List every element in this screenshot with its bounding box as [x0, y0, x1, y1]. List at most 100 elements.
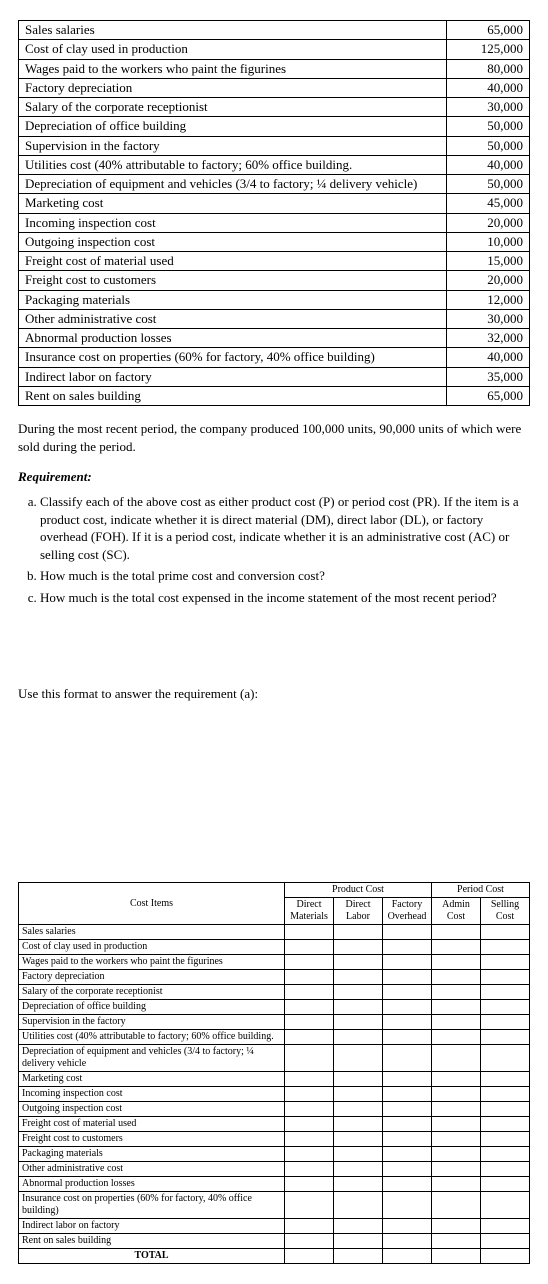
class-row-cell — [334, 1045, 383, 1072]
class-subhead-dl: Direct Labor — [334, 898, 383, 925]
class-row-cell — [383, 1132, 432, 1147]
cost-items-table: Sales salaries65,000Cost of clay used in… — [18, 20, 530, 406]
class-row-cell — [383, 970, 432, 985]
class-header-cost-items: Cost Items — [19, 883, 285, 925]
class-row-cell — [334, 1102, 383, 1117]
class-row: Sales salaries — [19, 925, 530, 940]
class-row-cell — [481, 1045, 530, 1072]
class-row-cell — [432, 940, 481, 955]
cost-row-label: Salary of the corporate receptionist — [19, 98, 447, 117]
class-row-label: Salary of the corporate receptionist — [19, 985, 285, 1000]
class-row: Depreciation of equipment and vehicles (… — [19, 1045, 530, 1072]
cost-row-amount: 65,000 — [447, 21, 530, 40]
cost-row-amount: 35,000 — [447, 367, 530, 386]
class-subhead-foh: Factory Overhead — [383, 898, 432, 925]
class-row-cell — [432, 1117, 481, 1132]
class-row-label: Indirect labor on factory — [19, 1219, 285, 1234]
class-row-cell — [334, 1117, 383, 1132]
class-header-period-cost: Period Cost — [432, 883, 530, 898]
class-row-cell — [334, 1147, 383, 1162]
class-row-label: Depreciation of office building — [19, 1000, 285, 1015]
format-note: Use this format to answer the requiremen… — [18, 686, 530, 702]
class-row-cell — [481, 1030, 530, 1045]
cost-row-amount: 20,000 — [447, 213, 530, 232]
cost-row-label: Depreciation of equipment and vehicles (… — [19, 175, 447, 194]
class-row-cell — [432, 925, 481, 940]
cost-row: Indirect labor on factory35,000 — [19, 367, 530, 386]
cost-row: Wages paid to the workers who paint the … — [19, 59, 530, 78]
class-row-cell — [481, 1102, 530, 1117]
class-row-cell — [285, 985, 334, 1000]
class-row: Factory depreciation — [19, 970, 530, 985]
cost-row-amount: 50,000 — [447, 175, 530, 194]
class-row-cell — [432, 1072, 481, 1087]
class-row-cell — [432, 1132, 481, 1147]
class-row-cell — [285, 1000, 334, 1015]
cost-row: Packaging materials12,000 — [19, 290, 530, 309]
requirement-item-b: How much is the total prime cost and con… — [40, 567, 530, 585]
cost-row-amount: 40,000 — [447, 155, 530, 174]
class-row-cell — [334, 1192, 383, 1219]
cost-row-label: Utilities cost (40% attributable to fact… — [19, 155, 447, 174]
class-row-cell — [432, 1030, 481, 1045]
class-row-cell — [432, 970, 481, 985]
cost-row-amount: 50,000 — [447, 117, 530, 136]
cost-row-label: Marketing cost — [19, 194, 447, 213]
class-row-cell — [285, 1045, 334, 1072]
class-row-cell — [334, 1234, 383, 1249]
class-row-cell — [432, 955, 481, 970]
class-row-cell — [383, 985, 432, 1000]
cost-row: Sales salaries65,000 — [19, 21, 530, 40]
class-total-dl — [334, 1249, 383, 1264]
cost-row-amount: 125,000 — [447, 40, 530, 59]
class-row: Salary of the corporate receptionist — [19, 985, 530, 1000]
class-row-cell — [334, 1087, 383, 1102]
class-row-cell — [383, 1015, 432, 1030]
requirement-heading: Requirement: — [18, 469, 530, 485]
cost-row-amount: 15,000 — [447, 252, 530, 271]
class-row-label: Packaging materials — [19, 1147, 285, 1162]
class-row-cell — [481, 1000, 530, 1015]
class-row-label: Other administrative cost — [19, 1162, 285, 1177]
class-row-cell — [285, 1132, 334, 1147]
class-row-cell — [481, 925, 530, 940]
class-row-cell — [383, 1147, 432, 1162]
class-row-cell — [334, 940, 383, 955]
class-row-label: Abnormal production losses — [19, 1177, 285, 1192]
class-row-cell — [383, 1072, 432, 1087]
class-row-label: Marketing cost — [19, 1072, 285, 1087]
class-row-cell — [432, 1177, 481, 1192]
class-total-dm — [285, 1249, 334, 1264]
class-header-product-cost: Product Cost — [285, 883, 432, 898]
class-row-label: Outgoing inspection cost — [19, 1102, 285, 1117]
class-row-cell — [432, 1015, 481, 1030]
class-row-cell — [334, 925, 383, 940]
class-row-cell — [383, 940, 432, 955]
cost-row-label: Other administrative cost — [19, 309, 447, 328]
class-total-foh — [383, 1249, 432, 1264]
cost-row-amount: 12,000 — [447, 290, 530, 309]
cost-row-label: Cost of clay used in production — [19, 40, 447, 59]
class-row-cell — [432, 1102, 481, 1117]
class-row-cell — [285, 1102, 334, 1117]
class-row-cell — [383, 1234, 432, 1249]
class-row-label: Cost of clay used in production — [19, 940, 285, 955]
class-row-cell — [334, 1030, 383, 1045]
class-row-cell — [432, 1000, 481, 1015]
classification-table: Cost Items Product Cost Period Cost Dire… — [18, 882, 530, 1264]
cost-row-amount: 65,000 — [447, 386, 530, 405]
cost-row: Depreciation of equipment and vehicles (… — [19, 175, 530, 194]
cost-row-label: Rent on sales building — [19, 386, 447, 405]
class-row-cell — [285, 970, 334, 985]
cost-row: Freight cost to customers20,000 — [19, 271, 530, 290]
cost-row-amount: 30,000 — [447, 98, 530, 117]
cost-row: Salary of the corporate receptionist30,0… — [19, 98, 530, 117]
cost-row: Supervision in the factory50,000 — [19, 136, 530, 155]
class-row-cell — [285, 1030, 334, 1045]
class-row-cell — [383, 1192, 432, 1219]
class-row-cell — [481, 955, 530, 970]
class-row-cell — [432, 1162, 481, 1177]
cost-row: Depreciation of office building50,000 — [19, 117, 530, 136]
cost-row-label: Wages paid to the workers who paint the … — [19, 59, 447, 78]
cost-row-label: Packaging materials — [19, 290, 447, 309]
